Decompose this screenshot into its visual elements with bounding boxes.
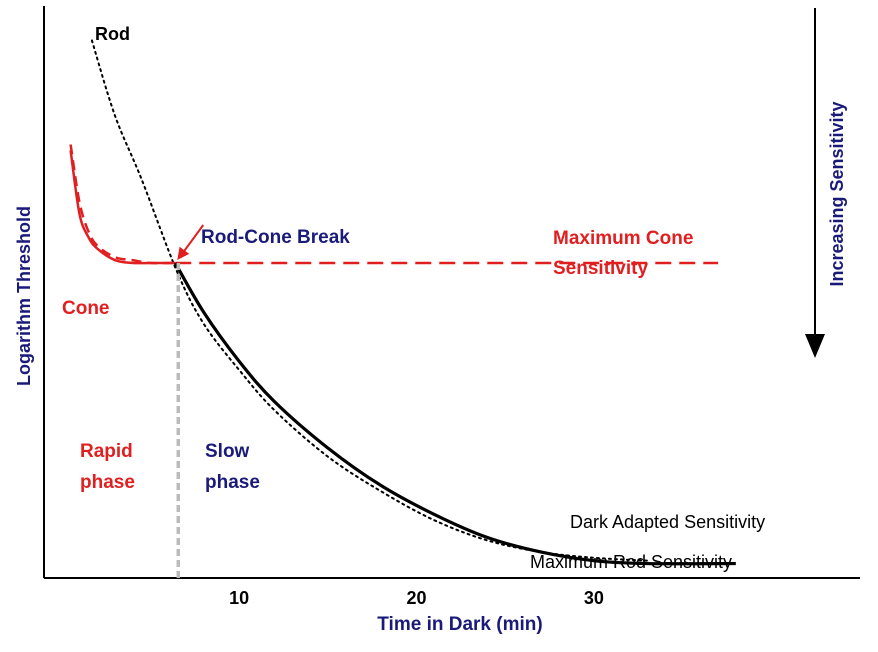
series-cone-line <box>69 150 176 265</box>
x-tick-label: 30 <box>584 588 604 608</box>
rod-label: Rod <box>95 24 130 44</box>
cone-label: Cone <box>62 298 110 319</box>
max-cone-label-line1: Maximum Cone <box>553 228 693 249</box>
x-axis-title: Time in Dark (min) <box>377 614 542 635</box>
x-tick-labels: 10 20 30 <box>229 588 604 608</box>
max-rod-label: Maximum Rod Sensitivity <box>530 552 732 572</box>
dark-adapted-label: Dark Adapted Sensitivity <box>570 512 765 532</box>
increasing-sensitivity-label: Increasing Sensitivity <box>827 101 847 286</box>
x-tick-label: 20 <box>407 588 427 608</box>
rapid-phase-label-line1: Rapid <box>80 441 133 462</box>
rod-cone-break-label: Rod-Cone Break <box>201 227 350 248</box>
curves <box>69 39 736 566</box>
y-axis-title: Logarithm Threshold <box>14 206 34 386</box>
slow-phase-label-line2: phase <box>205 472 260 493</box>
x-tick-label: 10 <box>229 588 249 608</box>
series-cone-dashed-line <box>69 144 176 265</box>
series-rod-line <box>90 39 649 562</box>
increasing-sensitivity-arrow <box>805 8 825 358</box>
rapid-phase-label-line2: phase <box>80 472 135 493</box>
max-cone-label-line2: Sensitivity <box>553 258 648 279</box>
slow-phase-label-line1: Slow <box>205 441 250 462</box>
break-arrow <box>177 224 205 260</box>
series-dark-adapted-sensitivity-line <box>173 262 736 566</box>
